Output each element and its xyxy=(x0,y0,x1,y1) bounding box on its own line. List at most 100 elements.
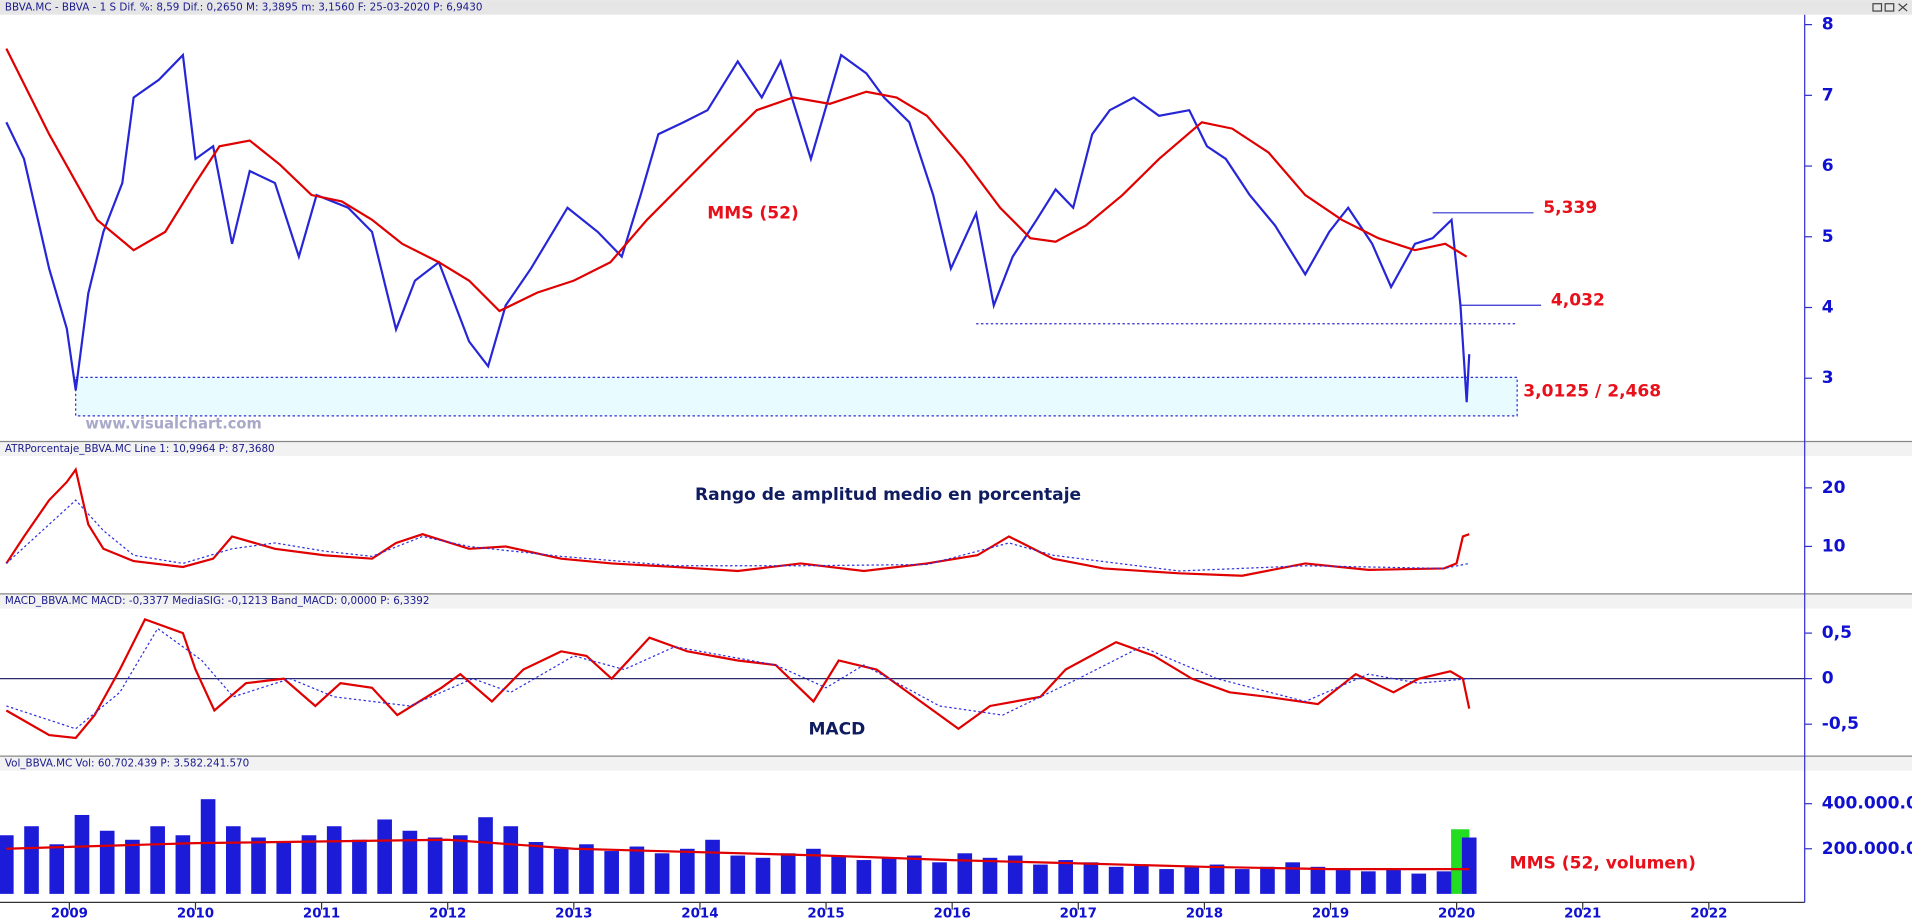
series-line xyxy=(6,627,1470,730)
volume-bar xyxy=(528,842,544,894)
series-line xyxy=(5,52,1471,403)
series-line xyxy=(6,838,1470,871)
volume-bar xyxy=(982,857,998,894)
volume-bar xyxy=(1234,869,1250,894)
volume-bar xyxy=(1335,869,1351,894)
volume-bar xyxy=(1361,871,1376,894)
x-tick-label: 2012 xyxy=(429,906,466,921)
volume-bar xyxy=(326,826,342,894)
volume-bar xyxy=(402,830,418,894)
volume-bar xyxy=(1184,866,1200,894)
volume-bar xyxy=(276,842,292,894)
y-tick-label: 3 xyxy=(1822,368,1834,388)
volume-bar xyxy=(1134,864,1149,894)
y-tick-label: 400.000.0 xyxy=(1822,794,1912,814)
volume-bar xyxy=(1461,837,1477,894)
close-button[interactable] xyxy=(1898,3,1908,12)
y-tick-label: 4 xyxy=(1822,298,1834,318)
watermark: www.visualchart.com xyxy=(85,415,261,432)
volume-bar xyxy=(1411,873,1427,894)
x-tick-label: 2020 xyxy=(1438,906,1475,921)
volume-bar xyxy=(856,860,872,894)
series-line xyxy=(5,499,1470,572)
x-tick-label: 2013 xyxy=(555,906,592,921)
volume-bar xyxy=(427,837,443,894)
x-tick-label: 2014 xyxy=(681,906,718,921)
x-tick-label: 2019 xyxy=(1312,906,1349,921)
pane-header: ATRPorcentaje_BBVA.MC Line 1: 10,9964 P:… xyxy=(5,443,275,455)
volume-bar xyxy=(225,826,241,894)
volume-bar xyxy=(1159,869,1174,894)
volume-bar xyxy=(553,848,569,894)
volume-bar xyxy=(503,826,519,894)
minimize-button[interactable] xyxy=(1872,3,1883,12)
x-tick-label: 2015 xyxy=(807,906,844,921)
volume-bar xyxy=(604,851,619,894)
series-line xyxy=(5,467,1470,577)
volume-bar xyxy=(680,848,695,894)
volume-bar xyxy=(1033,864,1048,894)
volume-bar xyxy=(780,853,796,894)
volume-bar xyxy=(301,835,317,894)
volume-bar xyxy=(730,855,746,894)
x-tick-label: 2017 xyxy=(1060,906,1097,921)
volume-bar xyxy=(377,819,392,894)
header-bar xyxy=(0,441,1912,457)
volume-bar xyxy=(629,846,645,894)
header-bar xyxy=(0,593,1912,609)
maximize-button[interactable] xyxy=(1884,3,1895,12)
level-label: 4,032 xyxy=(1551,290,1605,310)
volume-bar xyxy=(251,837,266,894)
y-tick-label: 10 xyxy=(1822,536,1846,556)
series-line xyxy=(5,48,1468,313)
volume-bar xyxy=(99,830,115,894)
y-tick-label: 0,5 xyxy=(1822,623,1852,643)
volume-bar xyxy=(1209,864,1225,894)
volume-bar xyxy=(654,853,670,894)
x-tick-label: 2010 xyxy=(177,906,214,921)
band-label: 3,0125 / 2,468 xyxy=(1523,382,1661,402)
x-tick-label: 2021 xyxy=(1564,906,1601,921)
volume-bar xyxy=(831,855,846,894)
volume-bar xyxy=(125,839,140,894)
series-label: MMS (52, volumen) xyxy=(1510,853,1696,873)
y-tick-label: 200.000.0 xyxy=(1822,839,1912,859)
x-tick-label: 2009 xyxy=(51,906,88,921)
y-tick-label: 8 xyxy=(1822,15,1834,35)
volume-bar xyxy=(1386,869,1401,894)
x-tick-label: 2018 xyxy=(1186,906,1223,921)
series-label: MMS (52) xyxy=(707,203,799,223)
volume-bar xyxy=(1058,860,1073,894)
volume-bar xyxy=(1285,862,1300,894)
y-tick-label: -0,5 xyxy=(1822,714,1859,734)
volume-bar xyxy=(74,814,90,894)
pane-header: MACD_BBVA.MC MACD: -0,3377 MediaSIG: -0,… xyxy=(5,595,430,607)
volume-bar xyxy=(932,862,947,894)
volume-bar xyxy=(579,844,594,894)
y-tick-label: 5 xyxy=(1822,227,1834,247)
volume-bar xyxy=(453,835,468,894)
volume-bar xyxy=(907,855,922,894)
pane-title: Rango de amplitud medio en porcentaje xyxy=(695,485,1081,505)
header-bar xyxy=(0,756,1912,771)
pane-header: BBVA.MC - BBVA - 1 S Dif. %: 8,59 Dif.: … xyxy=(5,1,483,13)
volume-bar xyxy=(478,817,493,894)
volume-bar xyxy=(1310,866,1326,894)
volume-bar xyxy=(150,826,165,894)
volume-bar xyxy=(175,835,191,894)
volume-bar xyxy=(1083,862,1099,894)
header-bar xyxy=(0,0,1912,15)
level-label: 5,339 xyxy=(1543,198,1597,218)
volume-bar xyxy=(881,857,897,894)
volume-bar xyxy=(705,839,720,894)
y-tick-label: 7 xyxy=(1822,85,1834,105)
y-tick-label: 20 xyxy=(1822,478,1846,498)
x-tick-label: 2011 xyxy=(303,906,340,921)
range-band xyxy=(75,376,1518,417)
window-buttons[interactable] xyxy=(1872,3,1908,12)
volume-bar xyxy=(1007,855,1023,894)
volume-bar xyxy=(957,853,973,894)
